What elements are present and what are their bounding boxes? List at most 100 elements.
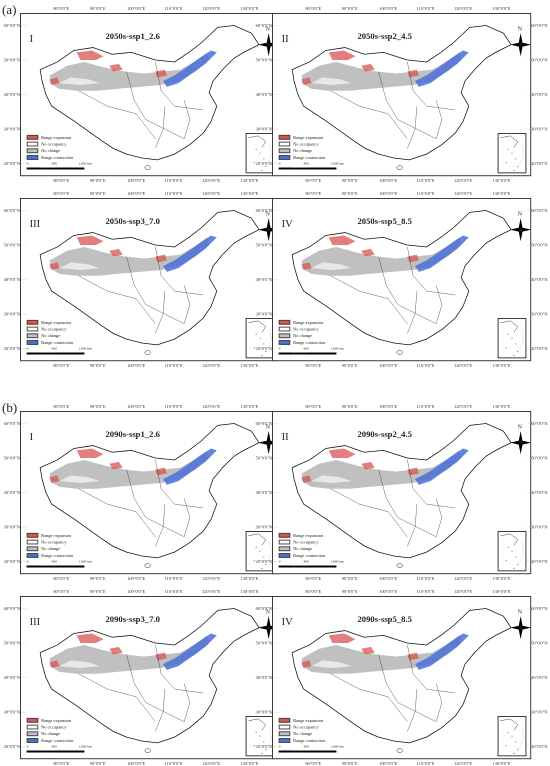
lon-tick: 100°0'0"E	[379, 191, 398, 197]
legend-label: No occupancy	[41, 326, 67, 332]
lon-tick: 130°0'0"E	[492, 589, 511, 595]
lon-tick: 80°0'0"E	[305, 6, 322, 12]
china-map	[272, 608, 533, 753]
south-china-sea-inset	[497, 716, 527, 757]
north-label: N	[265, 609, 270, 616]
lat-tick: 50°0'0"N	[3, 57, 20, 63]
lat-tick: 20°0'0"N	[3, 346, 20, 352]
map-panel-2: II 2050s-ssp2_4.5 N Range expansion No o…	[256, 6, 548, 183]
lon-tick: 90°0'0"E	[89, 576, 106, 581]
lat-tick: 20°0'0"N	[3, 744, 20, 750]
lat-tick: 40°0'0"N	[3, 490, 20, 495]
legend-item: Range expansion	[26, 319, 74, 326]
legend-item: No occupancy	[278, 724, 326, 731]
lon-tick: 100°0'0"E	[127, 191, 146, 197]
scale-tick: 1,800	[78, 559, 87, 564]
legend: Range expansion No occupancy No change R…	[278, 532, 326, 559]
lon-tick: 80°0'0"E	[305, 178, 322, 183]
scenario-title: 2090s-ssp5_8.5	[357, 614, 412, 624]
lat-tick: 30°0'0"N	[3, 709, 20, 715]
lat-tick: 30°0'0"N	[255, 709, 272, 715]
lat-tick: 50°0'0"N	[3, 242, 20, 248]
lon-tick: 100°0'0"E	[127, 6, 146, 12]
legend-swatch	[278, 731, 291, 737]
china-map	[272, 25, 533, 170]
legend: Range expansion No occupancy No change R…	[26, 717, 73, 744]
scale-tick: 900	[303, 744, 309, 749]
north-label: N	[517, 211, 522, 218]
scale-tick: 1,800	[330, 744, 339, 749]
lon-tick: 100°0'0"E	[127, 576, 146, 581]
lon-tick: 80°0'0"E	[53, 178, 70, 183]
lat-tick: 50°0'0"N	[531, 242, 548, 248]
north-arrow-icon: N	[258, 609, 280, 640]
lon-tick: 110°0'0"E	[164, 576, 183, 581]
panel-roman-numeral: IV	[281, 218, 293, 230]
lon-tick: 130°0'0"E	[240, 178, 259, 183]
legend-label: Range contraction	[293, 553, 326, 558]
lon-tick: 110°0'0"E	[164, 6, 183, 12]
legend-label: No occupancy	[41, 539, 67, 545]
legend-item: No occupancy	[278, 539, 326, 546]
legend-label: No change	[293, 546, 313, 552]
range-contraction-band	[415, 448, 469, 485]
legend-swatch	[26, 724, 39, 730]
lat-tick: 30°0'0"N	[531, 311, 548, 317]
section-label-b: (b)	[2, 400, 18, 415]
lat-tick: 20°0'0"N	[255, 346, 272, 352]
legend-label: Range contraction	[293, 738, 326, 743]
legend-label: Range expansion	[293, 134, 324, 140]
legend-swatch	[26, 546, 39, 552]
legend-swatch	[26, 553, 39, 558]
legend-item: No occupancy	[26, 326, 74, 333]
legend-swatch	[278, 326, 291, 332]
north-label: N	[265, 211, 270, 218]
lat-tick: 30°0'0"N	[255, 524, 272, 530]
scale-unit: km	[339, 346, 344, 351]
panel-roman-numeral: II	[281, 431, 289, 443]
legend-item: Range contraction	[278, 339, 325, 346]
legend-swatch	[26, 155, 39, 160]
lat-tick: 60°0'0"N	[255, 421, 272, 426]
legend-label: Range contraction	[41, 155, 74, 160]
legend: Range expansion No occupancy No change R…	[26, 319, 74, 346]
lat-tick: 60°0'0"N	[531, 23, 548, 28]
lon-tick: 90°0'0"E	[89, 178, 106, 183]
lon-tick: 120°0'0"E	[453, 178, 473, 183]
lon-tick: 100°0'0"E	[127, 589, 146, 595]
lat-tick: 40°0'0"N	[531, 92, 548, 97]
lon-tick: 100°0'0"E	[127, 363, 146, 368]
north-label: N	[265, 424, 270, 431]
map-panel-3: III 2050s-ssp3_7.0 N Range expansion No …	[4, 191, 296, 368]
north-arrow-icon: N	[258, 211, 280, 242]
lon-tick: 130°0'0"E	[492, 404, 511, 410]
lon-tick: 110°0'0"E	[416, 178, 435, 183]
lon-tick: 90°0'0"E	[341, 363, 358, 368]
scale-tick: 0	[278, 346, 281, 351]
lon-tick: 100°0'0"E	[379, 178, 398, 183]
map-panel-5: I 2090s-ssp1_2.6 N Range expansion No oc…	[4, 404, 296, 581]
panel-roman-numeral: I	[29, 33, 34, 45]
legend-label: No change	[41, 731, 61, 737]
legend: Range expansion No occupancy No change R…	[278, 319, 325, 346]
range-expansion-patches	[49, 50, 167, 85]
lat-tick: 60°0'0"N	[255, 23, 272, 28]
lon-tick: 90°0'0"E	[341, 178, 358, 183]
lat-tick: 20°0'0"N	[3, 559, 20, 565]
lat-tick: 50°0'0"N	[531, 57, 548, 63]
legend-swatch	[278, 717, 291, 723]
lon-tick: 110°0'0"E	[416, 363, 435, 368]
lat-tick: 50°0'0"N	[255, 640, 272, 646]
lat-tick: 40°0'0"N	[3, 675, 20, 680]
legend-item: Range contraction	[278, 552, 326, 559]
china-map	[20, 25, 281, 170]
lat-tick: 40°0'0"N	[3, 277, 20, 282]
scale-bar: 0 900 1,800 km	[26, 162, 92, 177]
north-label: N	[517, 609, 522, 616]
range-contraction-band	[163, 235, 217, 272]
lon-tick: 130°0'0"E	[240, 589, 259, 595]
range-contraction-band	[415, 50, 469, 87]
range-contraction-band	[163, 50, 217, 87]
lat-tick: 40°0'0"N	[531, 277, 548, 282]
lat-tick: 50°0'0"N	[3, 640, 20, 646]
